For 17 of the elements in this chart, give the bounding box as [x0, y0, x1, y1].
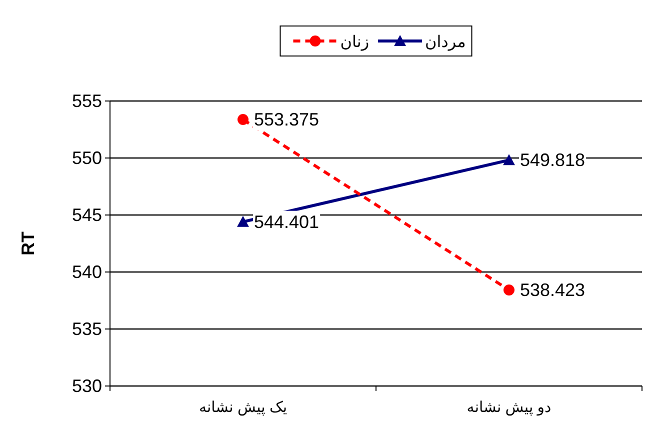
- y-tick-label: 555: [72, 91, 102, 111]
- y-tick-label: 530: [72, 376, 102, 396]
- y-tick-label: 550: [72, 148, 102, 168]
- y-tick-label: 540: [72, 262, 102, 282]
- point: [504, 284, 514, 296]
- y-tick-label: 545: [72, 205, 102, 225]
- data-label: 553.375: [254, 110, 320, 130]
- legend-label: زنان: [340, 34, 370, 51]
- data-label: 549.818: [520, 150, 586, 170]
- x-tick-label: یک پیش نشانه: [198, 399, 288, 416]
- data-label: 544.401: [254, 212, 320, 232]
- x-tick-label: دو پیش نشانه: [466, 399, 552, 416]
- y-tick-label: 535: [72, 319, 102, 339]
- point: [238, 114, 248, 126]
- data-label: 538.423: [520, 280, 586, 300]
- y-axis-title: RT: [18, 232, 38, 256]
- legend-label: مردان: [425, 34, 466, 51]
